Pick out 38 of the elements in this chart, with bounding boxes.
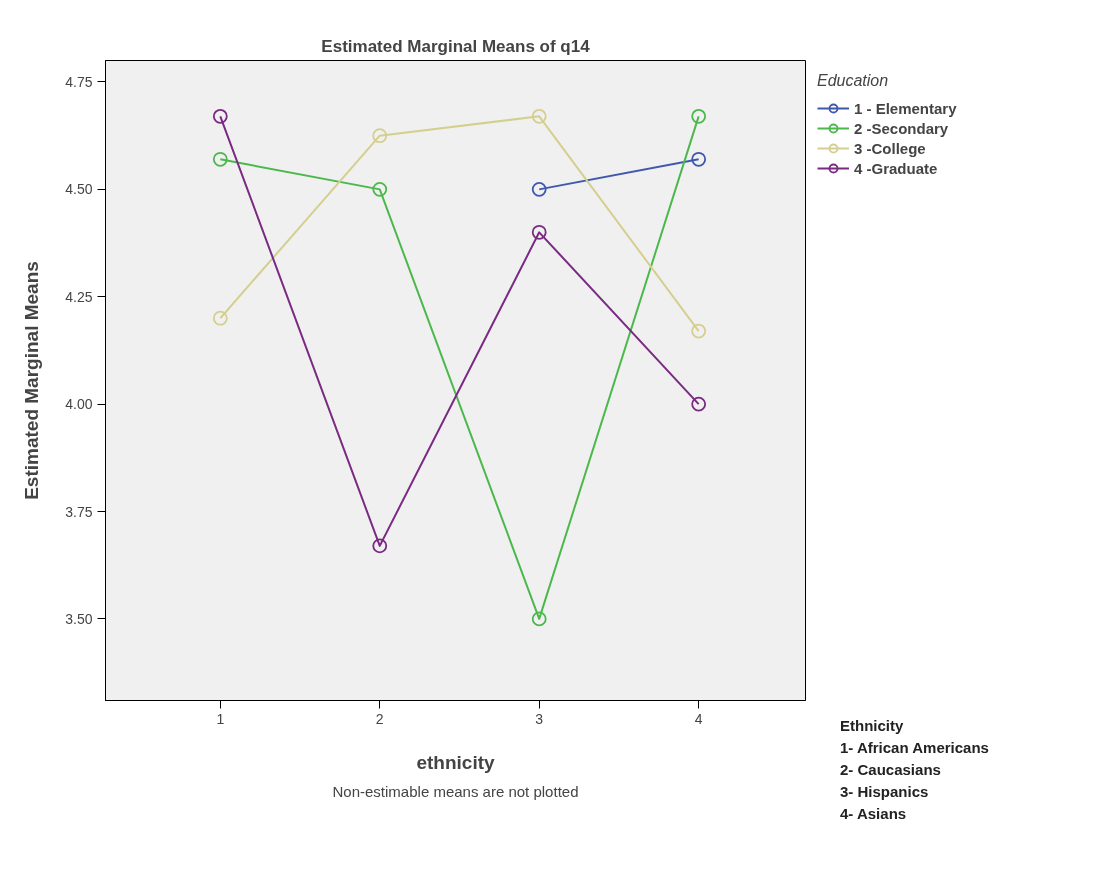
point <box>212 108 228 124</box>
y-tick-label: 4.75 <box>65 73 93 90</box>
x-tick-label: 1 <box>216 710 225 727</box>
point <box>212 310 228 326</box>
point <box>691 323 707 339</box>
point <box>531 108 547 124</box>
text: 1- African Americans <box>840 739 989 756</box>
legend-label: 2 -Secondary <box>854 119 949 137</box>
point <box>212 151 228 167</box>
x-axis-title: ethnicity <box>416 751 495 773</box>
x-tick-label: 4 <box>694 710 703 727</box>
x-tick-label: 2 <box>375 710 384 727</box>
legend-title: Education <box>817 72 890 90</box>
legend-label: 1 - Elementary <box>854 99 957 117</box>
y-tick-label: 4.25 <box>65 288 93 305</box>
point <box>372 128 388 144</box>
point <box>691 108 707 124</box>
point <box>372 538 388 554</box>
point <box>531 224 547 240</box>
y-tick-label: 3.75 <box>65 503 93 520</box>
y-tick-label: 4.00 <box>65 396 93 413</box>
point <box>691 151 707 167</box>
text: Ethnicity <box>840 717 904 734</box>
point <box>531 611 547 627</box>
y-axis-title: Estimated Marginal Means <box>21 261 43 500</box>
legend-label: 3 -College <box>854 139 926 157</box>
y-tick-label: 4.50 <box>65 181 93 198</box>
text: 3- Hispanics <box>840 783 929 800</box>
x-tick-label: 3 <box>535 710 544 727</box>
text: 2- Caucasians <box>840 761 941 778</box>
chart-title: Estimated Marginal Means of q14 <box>321 36 591 56</box>
y-tick-label: 3.50 <box>65 610 93 627</box>
text: 4- Asians <box>840 805 907 822</box>
point <box>372 181 388 197</box>
point <box>691 396 707 412</box>
point <box>531 181 547 197</box>
text: Non-estimable means are not plotted <box>332 782 579 800</box>
legend-label: 4 -Graduate <box>854 159 938 177</box>
